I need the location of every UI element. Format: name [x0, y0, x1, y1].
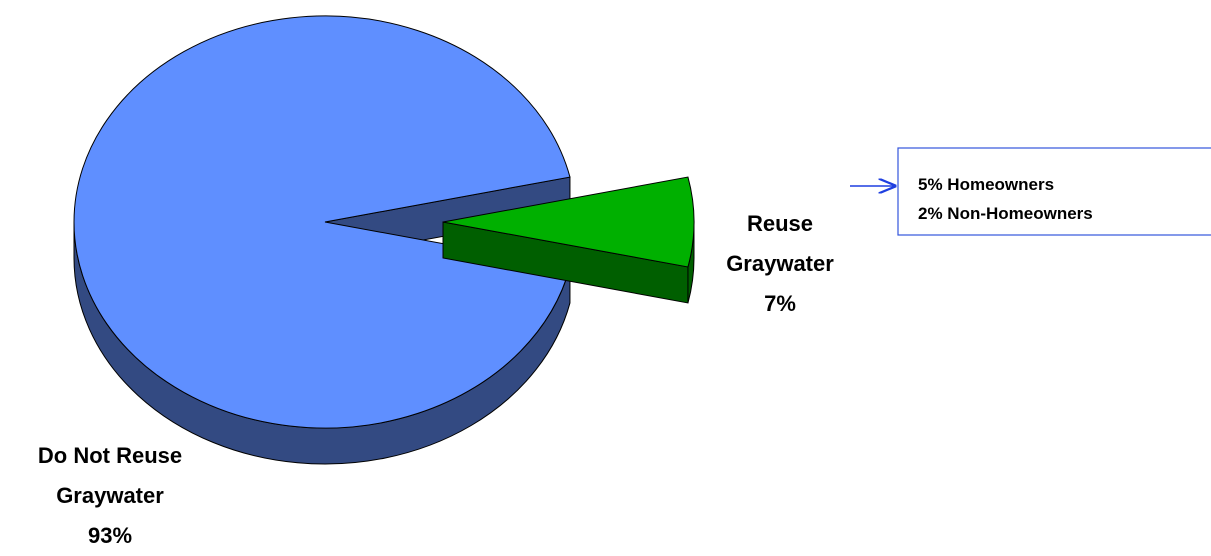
annotation-line: 5% Homeowners [918, 175, 1054, 194]
slice-value-label: 93% [87, 523, 133, 548]
annotation-box [897, 147, 1211, 236]
slice-label: Do Not Reuse Graywater [37, 443, 183, 508]
slice-value-label: 7% [764, 291, 796, 316]
slice [73, 15, 571, 429]
slice [442, 176, 695, 268]
annotation-line: 2% Non-Homeowners [918, 204, 1093, 223]
pie [73, 15, 695, 465]
slice-label: Reuse Graywater [726, 211, 834, 276]
